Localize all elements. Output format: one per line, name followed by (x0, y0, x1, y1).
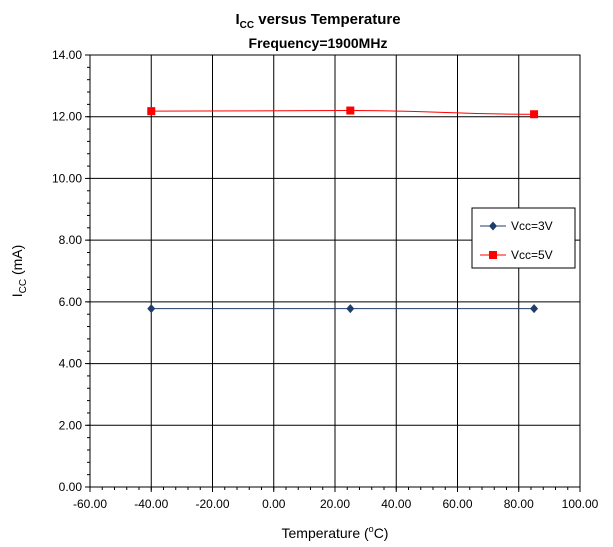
chart-subtitle: Frequency=1900MHz (249, 35, 388, 51)
series-group (147, 106, 539, 314)
x-tick-label: 0.00 (262, 497, 286, 511)
legend-marker (489, 251, 497, 259)
y-tick-label: 14.00 (52, 48, 82, 62)
chart-title: ICC versus Temperature (235, 11, 400, 31)
data-point (530, 304, 539, 314)
legend-label: Vcc=3V (511, 219, 553, 233)
y-axis-label: ICC (mA) (9, 245, 29, 298)
legend-marker (489, 221, 497, 231)
y-tick-label: 10.00 (52, 171, 82, 185)
x-tick-label: -20.00 (195, 497, 229, 511)
data-point (346, 106, 355, 115)
legend-label: Vcc=5V (511, 248, 553, 262)
x-axis-label: Temperature (oC) (282, 524, 389, 541)
y-tick-labels: 0.00 2.00 4.00 6.00 8.00 10.00 12.00 14.00 (52, 48, 82, 494)
x-tick-labels: -60.00 -40.00 -20.00 0.00 20.00 40.00 60.00 80.… (73, 497, 599, 511)
y-tick-label: 8.00 (59, 233, 83, 247)
legend: Vcc=3V Vcc=5V (471, 207, 576, 269)
x-tick-label: 80.00 (504, 497, 534, 511)
data-point (530, 110, 539, 119)
data-point (147, 304, 156, 314)
x-tick-label: 20.00 (320, 497, 350, 511)
y-tick-label: 4.00 (59, 357, 83, 371)
y-tick-label: 6.00 (59, 295, 83, 309)
y-tick-label: 0.00 (59, 480, 83, 494)
x-tick-label: 60.00 (442, 497, 472, 511)
y-tick-label: 2.00 (59, 418, 83, 432)
data-point (147, 107, 156, 116)
x-tick-label: 100.00 (562, 497, 599, 511)
x-tick-label: 40.00 (381, 497, 411, 511)
data-point (346, 304, 355, 314)
y-tick-label: 12.00 (52, 110, 82, 124)
x-tick-label: -60.00 (73, 497, 107, 511)
x-tick-label: -40.00 (134, 497, 168, 511)
minor-ticks (87, 54, 581, 490)
